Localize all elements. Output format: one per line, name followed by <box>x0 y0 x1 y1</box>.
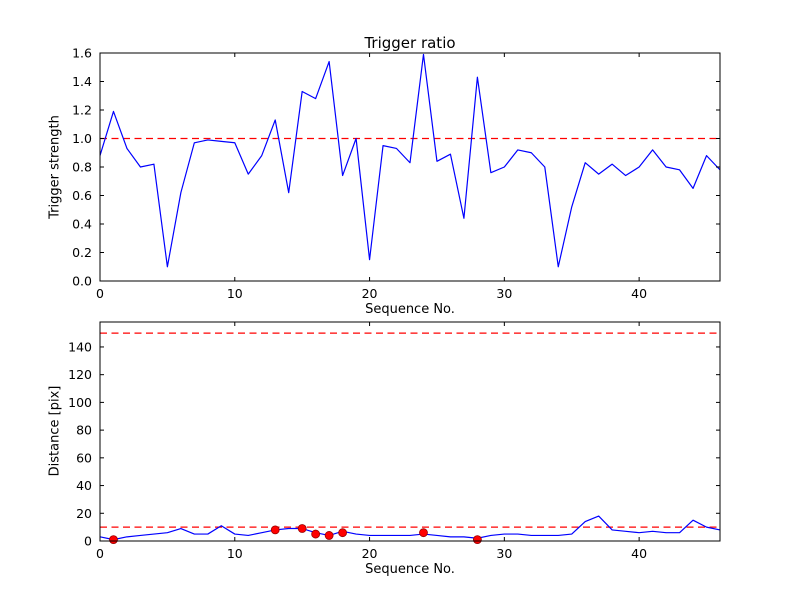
x-tick-label: 0 <box>96 546 104 561</box>
x-tick-label: 20 <box>362 546 378 561</box>
y-tick-label: 60 <box>76 450 92 465</box>
x-tick-label: 30 <box>496 286 512 301</box>
y-tick-label: 120 <box>68 367 92 382</box>
y-tick-label: 140 <box>68 339 92 354</box>
y-tick-label: 80 <box>76 423 92 438</box>
y-tick-label: 20 <box>76 506 92 521</box>
event-marker <box>419 528 428 538</box>
y-tick-label: 0.0 <box>72 274 92 289</box>
x-tick-label: 20 <box>362 286 378 301</box>
bottom-chart-x-axis-label: Sequence No. <box>365 562 455 577</box>
y-tick-label: 1.2 <box>72 103 92 118</box>
y-tick-label: 0.2 <box>72 245 92 260</box>
event-marker <box>338 528 348 538</box>
event-marker <box>311 529 321 539</box>
event-marker <box>297 524 307 533</box>
axes-frame <box>99 52 721 282</box>
axes-frame <box>99 321 721 542</box>
data-line <box>99 53 721 268</box>
x-tick-label: 40 <box>631 286 647 301</box>
bottom-chart-y-axis-label: Distance [pix] <box>47 385 63 477</box>
y-tick-label: 1.0 <box>72 131 92 146</box>
top-chart-title: Trigger ratio <box>364 34 456 52</box>
y-tick-label: 40 <box>76 478 92 493</box>
data-line <box>99 515 721 541</box>
event-marker <box>472 535 482 545</box>
event-marker <box>270 525 280 535</box>
y-tick-label: 0.6 <box>72 188 92 203</box>
event-marker <box>324 531 334 540</box>
event-marker <box>109 535 118 545</box>
x-tick-label: 10 <box>227 286 243 301</box>
x-tick-label: 40 <box>631 546 647 561</box>
top-chart-x-axis-label: Sequence No. <box>365 302 455 317</box>
y-tick-label: 0 <box>84 534 92 549</box>
x-tick-label: 10 <box>227 546 243 561</box>
x-tick-label: 30 <box>496 546 512 561</box>
top-chart-y-axis-label: Trigger strength <box>47 115 63 219</box>
y-tick-label: 0.4 <box>72 217 92 232</box>
y-tick-label: 1.4 <box>72 74 92 89</box>
y-tick-label: 1.6 <box>72 46 92 61</box>
x-tick-label: 0 <box>96 286 104 301</box>
y-tick-label: 100 <box>68 395 92 410</box>
y-tick-label: 0.8 <box>72 160 92 175</box>
